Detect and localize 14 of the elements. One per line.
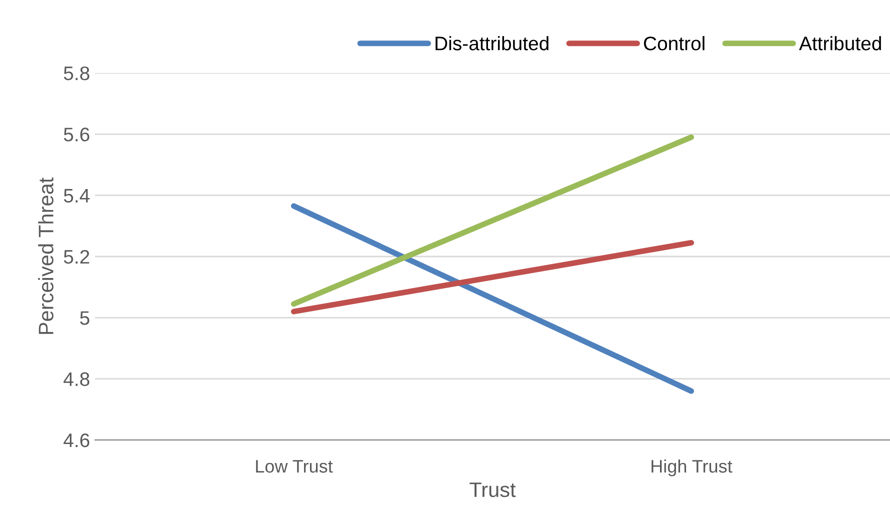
y-tick-label: 5.6	[64, 128, 90, 142]
y-tick-label: 5.2	[64, 250, 90, 264]
y-tick-label: 4.8	[64, 372, 90, 386]
y-tick-label: 4.6	[64, 433, 90, 448]
y-axis-title: Perceived Threat	[38, 178, 54, 334]
legend-label: Attributed	[799, 36, 881, 50]
y-tick-label: 5.8	[64, 66, 90, 80]
x-tick-label: Low Trust	[256, 460, 333, 473]
legend-label: Dis-attributed	[436, 36, 548, 50]
y-tick-label: 5.4	[64, 189, 90, 203]
legend-label: Control	[644, 36, 704, 50]
x-tick-label: High Trust	[652, 459, 732, 476]
x-axis-title: Trust	[470, 482, 516, 498]
y-tick-label: 5	[80, 311, 90, 325]
